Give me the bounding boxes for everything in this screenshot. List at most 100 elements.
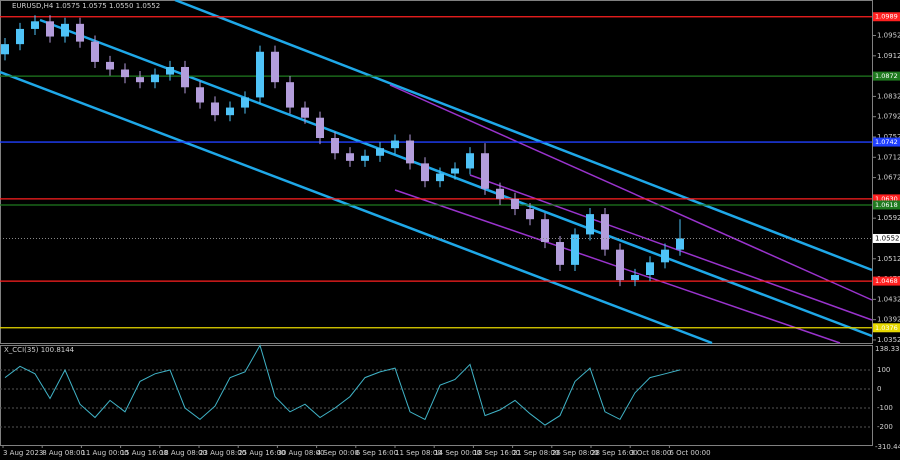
candle-body xyxy=(286,82,294,108)
level-label: 1.0742 xyxy=(875,138,898,146)
level-tag xyxy=(873,71,900,81)
candle-body xyxy=(211,102,219,116)
candle-body xyxy=(226,107,234,116)
candle-body xyxy=(181,66,189,88)
x-tick-label: 15 Aug 16:00 xyxy=(121,449,168,457)
x-tick-label: 11 Aug 00:00 xyxy=(81,449,128,457)
indicator-tick-label: 100 xyxy=(877,366,890,374)
candle-body xyxy=(526,209,534,220)
candle-body xyxy=(421,163,429,182)
x-tick-label: 28 Sep 16:00 xyxy=(591,449,638,457)
level-label: 1.0872 xyxy=(875,72,898,80)
indicator-tick-label: -100 xyxy=(877,404,893,412)
candle-body xyxy=(46,21,54,37)
level-label: 1.0989 xyxy=(875,13,898,21)
indicator-min-label: -310.4499 xyxy=(875,443,900,451)
level-tag xyxy=(873,276,900,286)
candle-body xyxy=(121,69,129,78)
candle-body xyxy=(406,140,414,164)
level-label: 1.0376 xyxy=(875,324,898,332)
level-label: 1.0468 xyxy=(875,277,898,285)
candle-body xyxy=(631,275,639,281)
x-tick-label: 14 Sep 00:00 xyxy=(434,449,481,457)
level-label: 1.0618 xyxy=(875,201,898,209)
candle-body xyxy=(511,198,519,210)
candle-body xyxy=(496,188,504,199)
candle-body xyxy=(601,214,609,250)
x-tick-label: 11 Sep 08:00 xyxy=(395,449,442,457)
level-tag xyxy=(873,200,900,210)
candle-body xyxy=(361,155,369,161)
y-tick-label: 1.0752 xyxy=(877,133,900,141)
current-price-tag xyxy=(873,233,900,243)
candle-body xyxy=(616,249,624,281)
indicator-panel xyxy=(0,345,873,446)
level-tag xyxy=(873,194,900,204)
candle-body xyxy=(646,262,654,276)
y-tick-label: 1.0512 xyxy=(877,255,900,263)
x-tick-label: 25 Aug 16:00 xyxy=(238,449,285,457)
y-tick-label: 1.0792 xyxy=(877,113,900,121)
channel-line xyxy=(39,18,873,338)
level-tag xyxy=(873,323,900,333)
channel-line xyxy=(0,70,713,345)
indicator-max-label: 138.3313 xyxy=(875,345,900,353)
x-tick-label: 6 Oct 00:00 xyxy=(669,449,710,457)
x-tick-label: 4 Sep 00:00 xyxy=(317,449,359,457)
candle-body xyxy=(106,61,114,70)
candle-body xyxy=(331,138,339,154)
y-tick-label: 1.0672 xyxy=(877,174,900,182)
level-label: 1.0630 xyxy=(875,195,898,203)
y-tick-label: 1.0432 xyxy=(877,295,900,303)
candle-body xyxy=(346,153,354,161)
candle-body xyxy=(676,238,684,250)
y-tick-label: 1.0392 xyxy=(877,316,900,324)
candle-body xyxy=(256,51,264,98)
main-panel xyxy=(0,0,873,344)
indicator-title: X_CCI(35) 100.8144 xyxy=(4,346,75,354)
candle-body xyxy=(16,28,24,45)
x-tick-label: 18 Aug 08:00 xyxy=(160,449,207,457)
candle-body xyxy=(391,140,399,149)
candle-body xyxy=(196,87,204,103)
candle-body xyxy=(586,214,594,235)
chart-title: EURUSD,H4 1.0575 1.0575 1.0550 1.0552 xyxy=(12,2,160,10)
candle-body xyxy=(436,173,444,182)
candle-body xyxy=(451,168,459,174)
x-tick-label: 30 Aug 08:00 xyxy=(277,449,324,457)
candle-body xyxy=(466,153,474,169)
candle-body xyxy=(76,23,84,42)
x-tick-label: 3 Aug 2023 xyxy=(3,449,43,457)
indicator-tick-label: -200 xyxy=(877,423,893,431)
candle-body xyxy=(556,242,564,265)
y-tick-label: 1.0712 xyxy=(877,153,900,161)
indicator-tick-label: 0 xyxy=(877,385,881,393)
level-tag xyxy=(873,137,900,147)
candle-body xyxy=(571,234,579,265)
x-tick-label: 3 Oct 08:00 xyxy=(630,449,671,457)
level-tag xyxy=(873,12,900,22)
x-tick-label: 6 Sep 16:00 xyxy=(356,449,398,457)
candle-body xyxy=(481,153,489,189)
candle-body xyxy=(136,77,144,83)
candle-body xyxy=(31,21,39,29)
x-tick-label: 8 Aug 08:00 xyxy=(42,449,85,457)
y-tick-label: 1.0592 xyxy=(877,214,900,222)
y-tick-label: 1.0352 xyxy=(877,336,900,344)
candle-body xyxy=(166,66,174,75)
current-price-label: 1.0552 xyxy=(875,234,900,242)
candle-body xyxy=(271,51,279,83)
candle-body xyxy=(1,44,9,55)
y-tick-label: 1.0912 xyxy=(877,52,900,60)
channel-line xyxy=(174,0,873,272)
y-tick-label: 1.0832 xyxy=(877,92,900,100)
indicator-line xyxy=(4,344,681,426)
candle-body xyxy=(661,249,669,263)
candle-body xyxy=(241,97,249,108)
candle-body xyxy=(301,107,309,118)
candle-body xyxy=(91,41,99,62)
x-tick-label: 23 Aug 08:00 xyxy=(199,449,246,457)
x-tick-label: 18 Sep 16:00 xyxy=(473,449,520,457)
